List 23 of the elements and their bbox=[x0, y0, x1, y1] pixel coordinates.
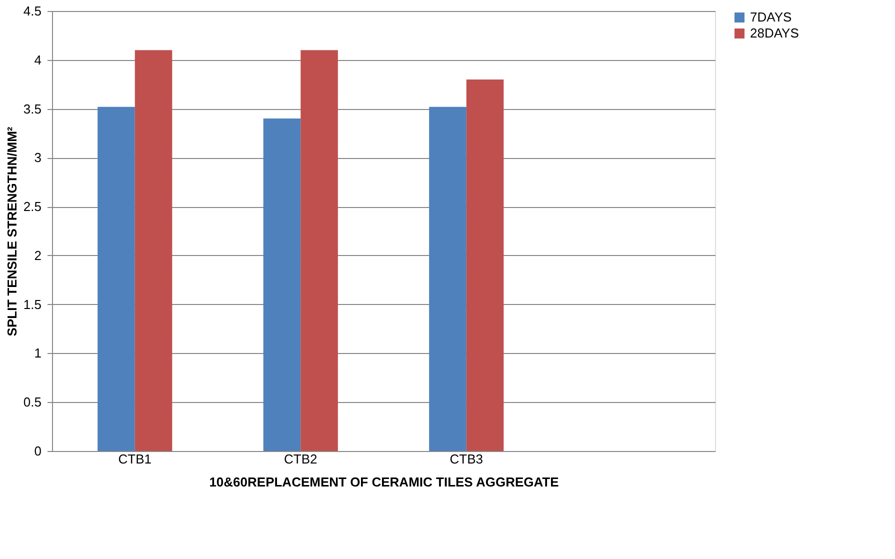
y-tick-label: 0 bbox=[34, 444, 42, 458]
bar bbox=[466, 79, 504, 451]
y-tick-label: 0.5 bbox=[23, 394, 42, 410]
x-axis-title: 10&60REPLACEMENT OF CERAMIC TILES AGGREGATE bbox=[209, 474, 560, 490]
y-tick-label: 2 bbox=[34, 248, 42, 263]
legend-label: 28DAYS bbox=[750, 26, 800, 40]
x-tick-label: CTB2 bbox=[284, 452, 318, 466]
legend-label: 7DAYS bbox=[750, 10, 792, 24]
y-tick-label: 4 bbox=[34, 52, 42, 68]
y-tick-label: 3 bbox=[34, 150, 42, 166]
y-tick-label: 2.5 bbox=[23, 199, 42, 214]
y-axis-title: SPLIT TENSILE STRENGTHN/MM² bbox=[4, 126, 20, 336]
y-tick-label: 3.5 bbox=[23, 101, 42, 116]
y-tick-label: 4.5 bbox=[23, 4, 42, 18]
bar bbox=[263, 118, 301, 451]
y-tick-label: 1.5 bbox=[23, 296, 42, 312]
y-tick-label: 1 bbox=[34, 346, 42, 361]
x-tick-label: CTB3 bbox=[450, 452, 483, 466]
bar bbox=[429, 106, 466, 451]
x-tick-label: CTB1 bbox=[118, 452, 152, 466]
bar bbox=[300, 50, 338, 451]
bar bbox=[98, 106, 135, 451]
bar bbox=[134, 50, 172, 451]
